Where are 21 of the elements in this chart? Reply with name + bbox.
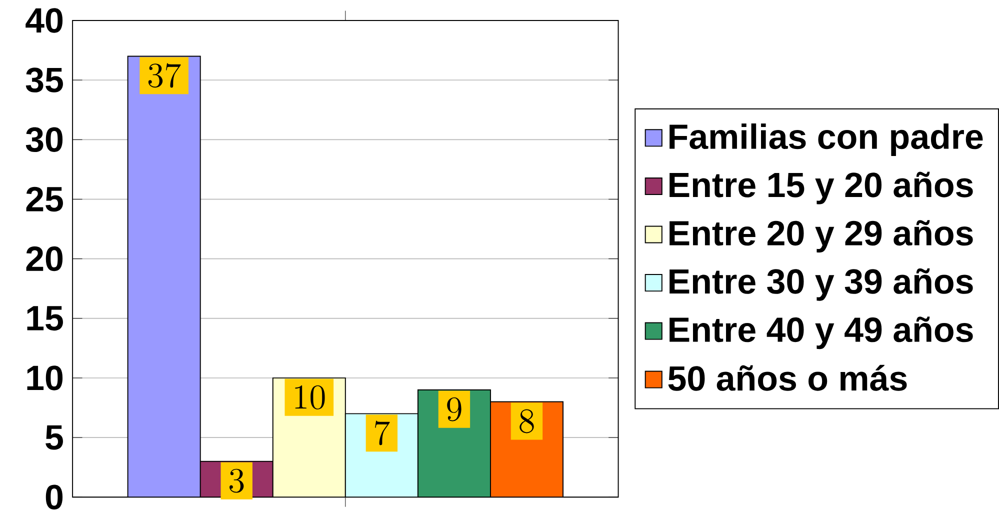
- legend-label: Entre 20 y 29 años: [670, 220, 973, 252]
- legend-label: 50 años o más: [668, 364, 907, 391]
- y-tick-label: 30: [26, 126, 63, 152]
- y-tick-label: 40: [26, 8, 63, 33]
- data-label: 3: [230, 468, 244, 493]
- y-tick-label: 25: [26, 186, 63, 212]
- y-tick-label: 20: [26, 246, 63, 271]
- legend-label: Entre 30 y 39 años: [670, 268, 973, 301]
- legend-label: Entre 40 y 49 años: [670, 316, 973, 349]
- data-label: 8: [520, 409, 534, 433]
- data-label: 37: [148, 63, 181, 88]
- y-tick-label: 35: [26, 67, 63, 92]
- y-tick-label: 0: [46, 484, 63, 510]
- data-label: 7: [375, 420, 390, 445]
- y-tick-label: 15: [27, 306, 63, 330]
- legend-label: Entre 15 y 20 años: [670, 172, 973, 204]
- y-tick-label: 5: [46, 425, 63, 450]
- data-label: 10: [295, 385, 325, 410]
- data-label: 9: [447, 397, 462, 422]
- legend-label: Familias con padre: [670, 123, 983, 156]
- y-tick-label: 10: [27, 365, 63, 390]
